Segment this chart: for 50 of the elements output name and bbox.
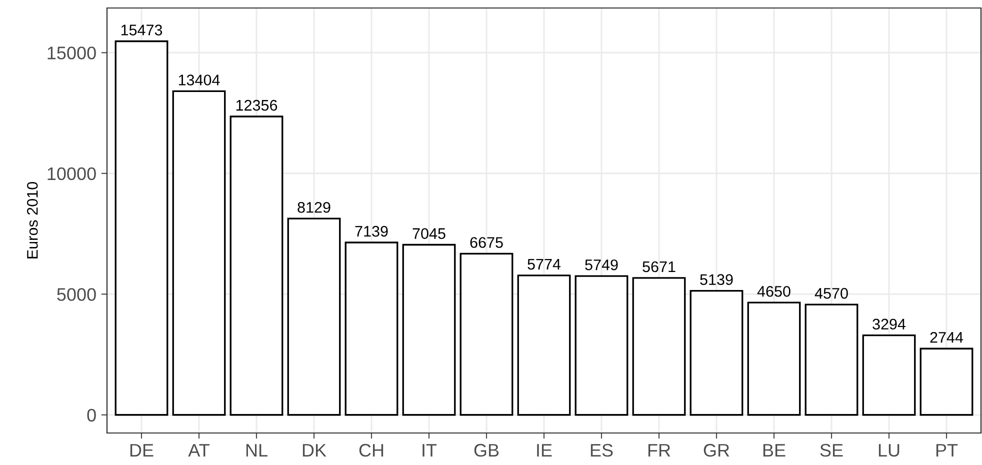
x-tick-label: BE	[763, 444, 786, 456]
data-label: 5671	[642, 261, 676, 272]
data-label: 15473	[121, 24, 162, 36]
data-label: 4650	[757, 286, 790, 297]
data-label: 8129	[298, 202, 330, 213]
y-tick-label: 10000	[48, 167, 96, 180]
data-label: 7045	[412, 228, 446, 239]
y-tick-label: 0	[87, 408, 96, 422]
x-tick-label: PT	[936, 444, 958, 456]
data-label: 13404	[178, 74, 220, 86]
bar	[632, 277, 686, 416]
data-label: 5749	[585, 259, 618, 270]
data-label: 5139	[700, 274, 733, 285]
bar	[172, 90, 226, 416]
y-tick-label: 5000	[57, 288, 96, 301]
bar	[690, 290, 744, 416]
y-axis-title: Euros 2010	[26, 182, 38, 258]
bar	[747, 302, 801, 416]
y-tick-label: 15000	[48, 46, 96, 60]
x-tick-label: SE	[820, 444, 843, 457]
bar	[920, 348, 974, 416]
data-label: 3294	[872, 318, 906, 330]
bar	[862, 334, 916, 416]
bar	[574, 275, 628, 416]
bar	[114, 40, 168, 416]
x-tick-label: IE	[537, 444, 552, 456]
data-label: 2744	[930, 332, 964, 343]
x-tick-label: NL	[246, 444, 268, 456]
x-tick-label: AT	[188, 444, 210, 456]
bar	[804, 304, 858, 416]
x-tick-label: CH	[359, 444, 384, 457]
data-label: 7139	[355, 226, 388, 237]
bar	[402, 244, 456, 416]
x-tick-label: DK	[302, 444, 326, 456]
bar	[517, 274, 571, 416]
data-label: 12356	[236, 100, 278, 111]
data-label: 6675	[470, 237, 503, 248]
bar	[287, 218, 341, 416]
bar	[230, 116, 284, 416]
data-label: 4570	[814, 288, 848, 299]
x-tick-label: IT	[422, 444, 437, 456]
data-label: 5774	[528, 259, 561, 270]
x-tick-label: ES	[590, 444, 613, 457]
x-tick-label: FR	[648, 444, 670, 456]
x-tick-label: GB	[474, 444, 499, 457]
x-tick-label: GR	[704, 444, 730, 457]
bar	[460, 252, 514, 416]
x-tick-label: LU	[878, 444, 900, 457]
bar	[344, 242, 398, 416]
x-tick-label: DE	[130, 444, 154, 456]
